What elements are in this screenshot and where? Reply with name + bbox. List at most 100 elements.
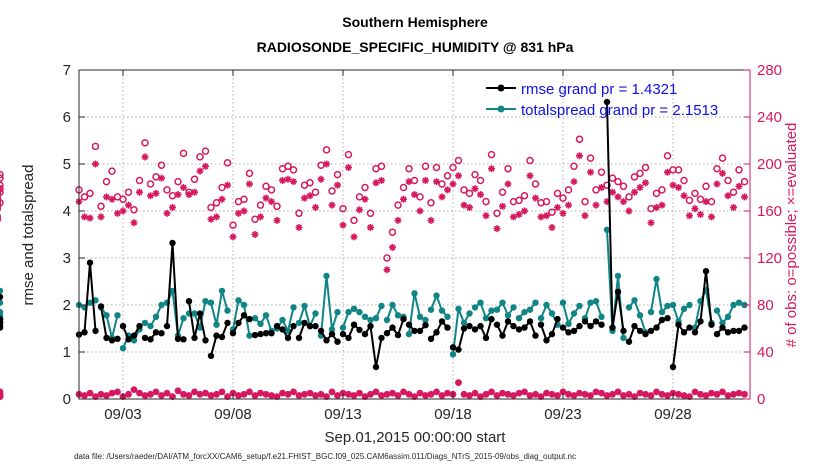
totalspread-point xyxy=(499,299,506,306)
totalspread-point xyxy=(114,312,121,319)
obs-evaluated-point xyxy=(235,209,242,217)
totalspread-point xyxy=(631,297,638,304)
obs-evaluated-point xyxy=(598,184,605,191)
obs-bottom-point xyxy=(251,392,259,399)
obs-evaluated-point xyxy=(515,211,523,219)
rmse-point xyxy=(427,335,435,342)
obs-bottom-point xyxy=(427,390,435,398)
totalspread-point xyxy=(680,305,688,312)
obs-evaluated-point xyxy=(708,213,715,221)
obs-bottom-point xyxy=(185,392,193,399)
rmse-point xyxy=(598,321,605,328)
rmse-point xyxy=(493,321,501,328)
rmse-point xyxy=(702,268,710,275)
obs-evaluated-point xyxy=(620,198,627,206)
obs-evaluated-point xyxy=(180,184,187,191)
obs-evaluated-point xyxy=(125,201,132,209)
obs-bottom-point xyxy=(559,388,567,396)
obs-possible-point xyxy=(207,203,215,212)
obs-bottom-point xyxy=(664,392,671,399)
obs-evaluated-stroke xyxy=(147,192,154,199)
obs-evaluated-stroke xyxy=(587,169,594,176)
obs-evaluated-point xyxy=(411,191,418,199)
totalspread-point xyxy=(389,301,396,309)
obs-evaluated-point xyxy=(273,216,281,224)
obs-bottom-point xyxy=(350,392,358,399)
totalspread-point xyxy=(620,334,627,342)
obs-bottom-point xyxy=(598,389,605,397)
obs-bottom-point xyxy=(691,388,699,396)
totalspread-point xyxy=(235,297,242,304)
rmse-point xyxy=(147,336,154,343)
obs-bottom-point xyxy=(708,389,715,397)
obs-evaluated-stroke xyxy=(455,172,462,179)
obs-evaluated-point xyxy=(119,207,127,215)
obs-possible-point xyxy=(729,188,738,196)
obs-evaluated-stroke xyxy=(97,213,105,220)
obs-possible-point xyxy=(647,204,655,213)
totalspread-point xyxy=(312,310,319,317)
obs-evaluated-stroke xyxy=(180,184,187,191)
obs-evaluated-point xyxy=(460,201,468,209)
obs-bottom-point xyxy=(658,390,666,398)
obs-bottom-point xyxy=(174,387,182,395)
obs-evaluated-point xyxy=(581,212,589,220)
obs-evaluated-stroke xyxy=(669,182,677,189)
obs-evaluated-stroke xyxy=(741,193,748,200)
obs-evaluated-stroke xyxy=(152,190,160,197)
obs-possible-point xyxy=(597,168,606,176)
obs-evaluated-stroke xyxy=(521,207,528,215)
obs-evaluated-stroke xyxy=(449,180,457,187)
obs-bottom-point xyxy=(284,390,292,398)
obs-evaluated-point xyxy=(537,213,545,221)
obs-evaluated-point xyxy=(488,165,495,173)
obs-bottom-point xyxy=(719,388,726,396)
rmse-point xyxy=(257,330,264,338)
x-tick-label: 09/18 xyxy=(434,406,472,423)
rmse-point xyxy=(482,334,490,342)
obs-evaluated-stroke xyxy=(257,213,264,220)
obs-possible-point xyxy=(636,169,644,178)
obs-bottom-point xyxy=(504,390,512,398)
rmse-point xyxy=(444,324,451,331)
obs-bottom-point xyxy=(268,392,275,399)
obs-possible-point xyxy=(476,176,485,185)
rmse-point xyxy=(647,327,655,335)
totalspread-point xyxy=(0,287,4,295)
totalspread-point xyxy=(103,312,110,319)
obs-evaluated-point xyxy=(565,201,572,209)
legend-spread-label: totalspread grand pr = 2.1513 xyxy=(521,102,718,119)
obs-bottom-point xyxy=(240,390,248,398)
rmse-point xyxy=(229,330,237,337)
obs-possible-point xyxy=(377,162,386,171)
obs-evaluated-stroke xyxy=(383,266,391,273)
totalspread-point xyxy=(493,306,501,313)
obs-evaluated-point xyxy=(114,209,121,217)
rmse-point xyxy=(521,324,528,331)
rmse-point xyxy=(119,322,127,330)
obs-possible-point xyxy=(157,161,166,169)
rmse-point xyxy=(240,312,248,319)
obs-possible-point xyxy=(245,169,254,178)
obs-possible-point xyxy=(702,182,710,191)
obs-bottom-point xyxy=(405,390,413,398)
plot-series xyxy=(0,98,749,400)
obs-possible-point xyxy=(449,163,457,172)
obs-evaluated-stroke xyxy=(378,177,385,184)
rmse-point xyxy=(570,327,578,335)
rmse-point xyxy=(537,321,545,328)
obs-possible-point xyxy=(163,186,171,194)
obs-bottom-point xyxy=(103,392,110,399)
obs-evaluated-point xyxy=(389,243,396,251)
rmse-point xyxy=(185,298,193,305)
obs-possible-point xyxy=(735,166,743,174)
obs-evaluated-point xyxy=(163,209,171,217)
obs-bottom-point xyxy=(235,392,242,399)
obs-evaluated-point xyxy=(427,216,435,224)
obs-evaluated-stroke xyxy=(658,202,666,209)
obs-evaluated-point xyxy=(493,225,501,233)
obs-evaluated-stroke xyxy=(647,219,655,226)
obs-bottom-point xyxy=(444,389,451,397)
totalspread-point xyxy=(224,307,231,314)
y-right-tick-label: 120 xyxy=(757,250,782,267)
